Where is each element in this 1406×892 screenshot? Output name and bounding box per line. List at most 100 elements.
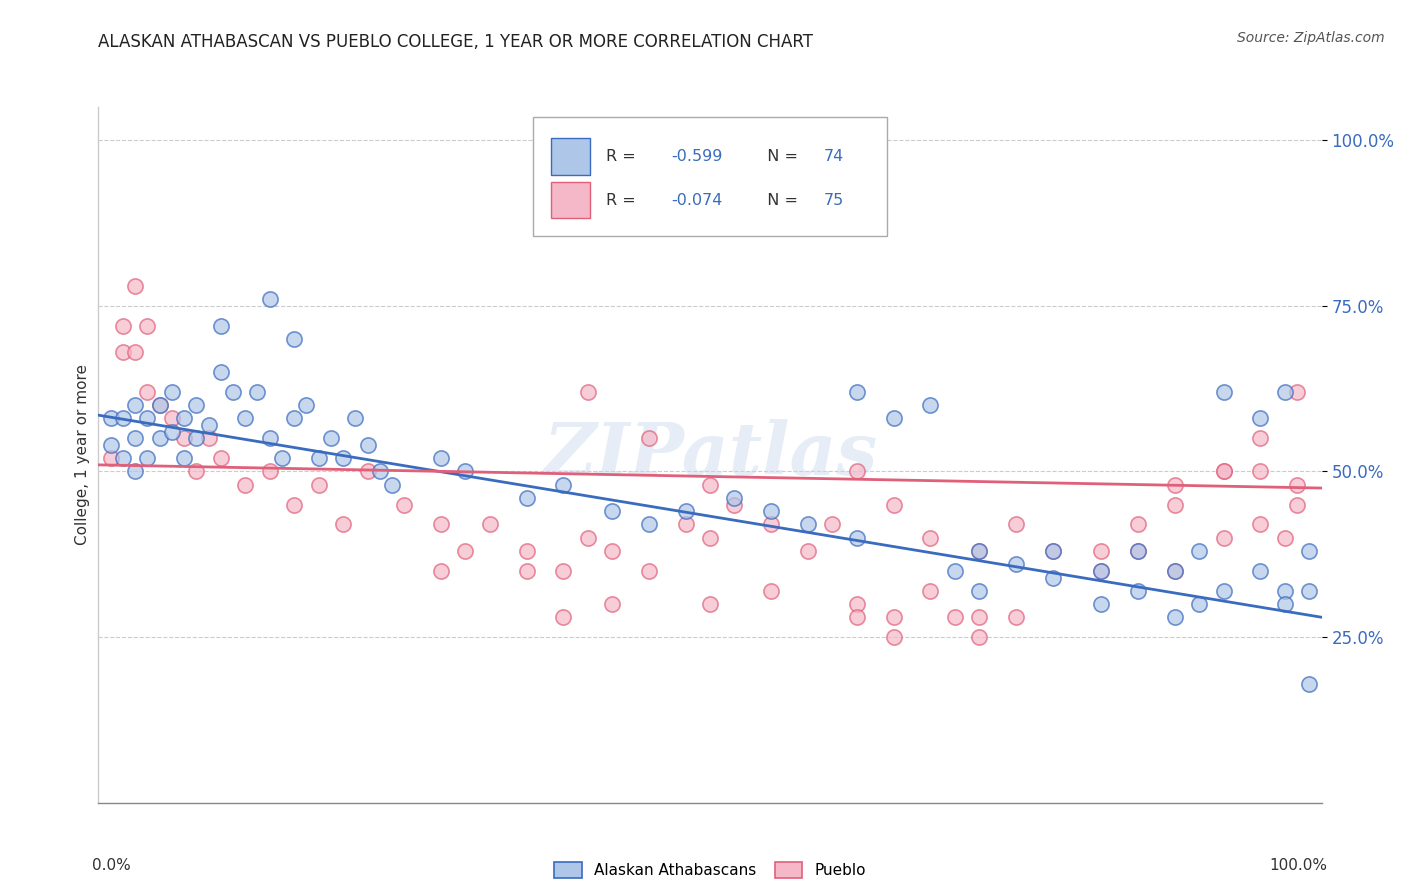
Point xyxy=(845,465,868,479)
Point xyxy=(1274,531,1296,545)
Point xyxy=(967,583,990,598)
Point xyxy=(515,491,537,505)
Point xyxy=(920,531,942,545)
Point xyxy=(600,544,623,558)
Point xyxy=(797,517,820,532)
Text: N =: N = xyxy=(756,193,803,208)
Point xyxy=(1274,583,1296,598)
Point xyxy=(1004,517,1026,532)
Point xyxy=(1128,583,1150,598)
FancyBboxPatch shape xyxy=(533,118,887,235)
Point xyxy=(1298,676,1320,690)
Point xyxy=(454,465,477,479)
Point xyxy=(233,477,256,491)
Point xyxy=(283,411,305,425)
Point xyxy=(883,411,905,425)
Point xyxy=(209,451,232,466)
Point xyxy=(553,564,575,578)
Point xyxy=(967,610,990,624)
Point xyxy=(308,477,330,491)
Point xyxy=(675,517,697,532)
Point xyxy=(149,431,172,445)
Point xyxy=(1249,431,1271,445)
Text: ALASKAN ATHABASCAN VS PUEBLO COLLEGE, 1 YEAR OR MORE CORRELATION CHART: ALASKAN ATHABASCAN VS PUEBLO COLLEGE, 1 … xyxy=(98,33,814,52)
Point xyxy=(1274,597,1296,611)
Point xyxy=(1090,597,1112,611)
Point xyxy=(233,411,256,425)
Point xyxy=(576,384,599,399)
Point xyxy=(1298,583,1320,598)
Point xyxy=(723,498,745,512)
Point xyxy=(1128,517,1150,532)
Point xyxy=(1164,564,1187,578)
Point xyxy=(259,431,281,445)
Point xyxy=(186,465,208,479)
Point xyxy=(392,498,416,512)
Point xyxy=(761,583,783,598)
Text: 0.0%: 0.0% xyxy=(93,858,131,873)
Text: -0.599: -0.599 xyxy=(671,149,723,164)
Point xyxy=(600,504,623,518)
Text: Source: ZipAtlas.com: Source: ZipAtlas.com xyxy=(1237,31,1385,45)
Y-axis label: College, 1 year or more: College, 1 year or more xyxy=(75,365,90,545)
Point xyxy=(332,517,354,532)
FancyBboxPatch shape xyxy=(551,182,591,219)
Point xyxy=(100,411,122,425)
Point xyxy=(920,398,942,412)
Point xyxy=(124,465,146,479)
Point xyxy=(1249,517,1271,532)
Point xyxy=(1004,610,1026,624)
Point xyxy=(1128,544,1150,558)
Point xyxy=(381,477,404,491)
Point xyxy=(1188,544,1211,558)
Point xyxy=(1286,477,1309,491)
Point xyxy=(356,465,378,479)
Point xyxy=(1090,564,1112,578)
Point xyxy=(111,411,134,425)
Text: R =: R = xyxy=(606,149,641,164)
Point xyxy=(1164,477,1187,491)
Point xyxy=(246,384,269,399)
Point xyxy=(553,610,575,624)
Point xyxy=(186,398,208,412)
Point xyxy=(699,531,721,545)
Point xyxy=(100,451,122,466)
Point xyxy=(1286,498,1309,512)
Text: -0.074: -0.074 xyxy=(671,193,723,208)
Point xyxy=(883,610,905,624)
Text: N =: N = xyxy=(756,149,803,164)
Point xyxy=(1004,558,1026,572)
Point xyxy=(356,438,378,452)
Point xyxy=(797,544,820,558)
Point xyxy=(1090,564,1112,578)
Point xyxy=(136,411,159,425)
Point xyxy=(761,517,783,532)
Point xyxy=(637,564,661,578)
Text: 74: 74 xyxy=(824,149,844,164)
Point xyxy=(186,431,208,445)
Point xyxy=(173,451,195,466)
Point xyxy=(967,544,990,558)
Point xyxy=(1286,384,1309,399)
Point xyxy=(845,531,868,545)
Point xyxy=(1042,544,1064,558)
Point xyxy=(515,544,537,558)
Point xyxy=(136,384,159,399)
Point xyxy=(1164,610,1187,624)
Point xyxy=(283,498,305,512)
Point xyxy=(111,345,134,359)
Point xyxy=(344,411,367,425)
Point xyxy=(1212,583,1234,598)
Text: 100.0%: 100.0% xyxy=(1270,858,1327,873)
Point xyxy=(368,465,391,479)
Point xyxy=(173,431,195,445)
Point xyxy=(699,477,721,491)
Point xyxy=(295,398,318,412)
Point xyxy=(883,630,905,644)
Text: 75: 75 xyxy=(824,193,844,208)
Point xyxy=(1042,544,1064,558)
Point xyxy=(1298,544,1320,558)
Point xyxy=(149,398,172,412)
Point xyxy=(1212,531,1234,545)
Point xyxy=(111,318,134,333)
